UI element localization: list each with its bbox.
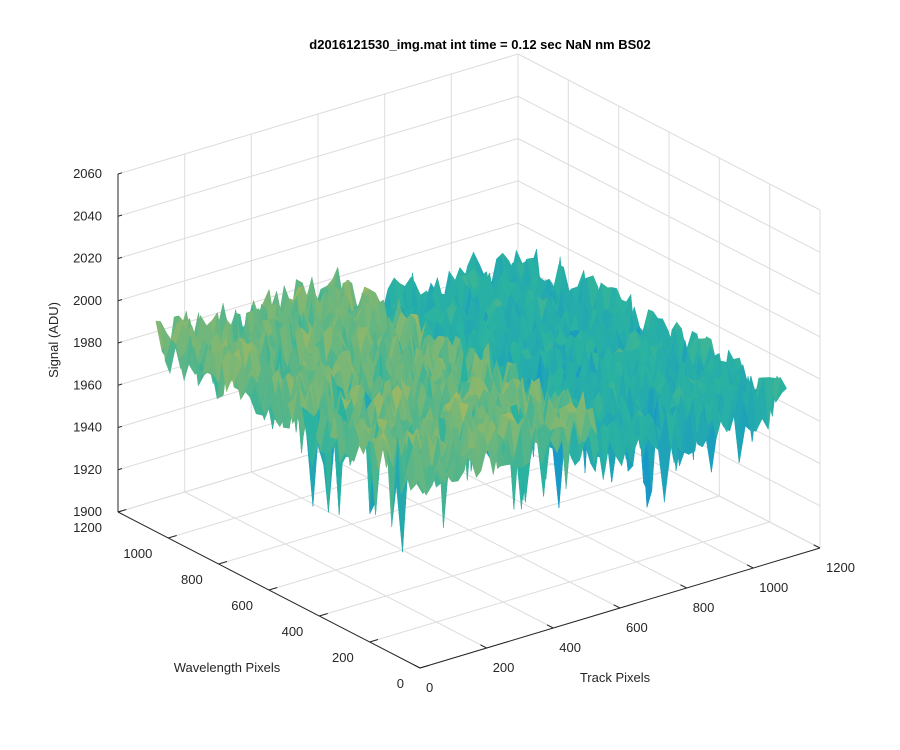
y-tick-label: 400 [282,624,304,639]
z-tick-label: 1940 [73,420,102,435]
x-tick-label: 400 [559,640,581,655]
side-wall-grid-line-z [517,222,821,380]
z-tick [117,341,123,344]
y-tick [369,639,379,643]
side-wall-grid-line-z [517,180,821,338]
z-tick-label: 1920 [73,462,102,477]
y-axis-label: Wavelength Pixels [174,660,281,675]
side-wall-grid-line-z [517,95,821,253]
z-tick [117,256,123,259]
y-tick [268,587,278,591]
x-tick-label: 1200 [826,560,855,575]
x-tick [413,664,421,669]
floor-grid-line-y [319,495,720,617]
back-wall-grid-line-z [117,95,519,217]
x-tick [546,624,554,629]
tick-layer: 0 200 400 600 800 1000 1200 0 200 400 600 800 1000 12… [73,166,855,695]
y-tick [419,665,429,669]
z-tick [117,214,123,217]
back-wall-grid-line-z [117,180,519,302]
z-tick [117,299,123,302]
side-wall-grid-line-z [517,53,821,211]
x-tick-label: 1000 [759,580,788,595]
y-tick-label: 800 [181,572,203,587]
z-tick-label: 2040 [73,208,102,223]
x-tick-label: 800 [693,600,715,615]
z-tick [117,383,123,386]
chart-title: d2016121530_img.mat int time = 0.12 sec … [309,37,650,52]
surface-layer [155,248,787,553]
z-tick-label: 1900 [73,504,102,519]
x-tick-label: 200 [493,660,515,675]
y-tick-label: 1200 [73,520,102,535]
x-tick [746,564,754,569]
y-tick-label: 200 [332,650,354,665]
x-tick-label: 600 [626,620,648,635]
x-tick [613,604,621,609]
x-tick [680,584,687,589]
back-wall-grid-line-z [117,138,519,259]
z-tick-label: 1960 [73,377,102,392]
z-tick-label: 2020 [73,251,102,266]
z-tick [117,510,123,513]
side-wall-grid-line-z [517,138,821,295]
y-tick [168,535,177,539]
floor-grid-line-y [369,521,770,643]
back-wall-grid-line-z [117,53,519,175]
x-tick [813,544,821,549]
y-tick [319,613,328,617]
floor-grid-line-y [268,469,670,591]
x-tick-label: 0 [426,680,433,695]
floor-grid-line-y [218,443,619,565]
z-tick-label: 1980 [73,335,102,350]
z-tick [117,468,123,471]
z-tick [117,425,123,428]
z-tick-label: 2000 [73,293,102,308]
y-tick [218,561,228,565]
x-tick [480,644,487,649]
y-tick-label: 600 [231,598,253,613]
y-tick-label: 0 [397,676,404,691]
surface-patch [415,450,427,496]
z-tick [117,172,123,175]
x-axis-label: Track Pixels [580,670,651,685]
z-tick-label: 2060 [73,166,102,181]
z-axis-label: Signal (ADU) [46,302,61,378]
y-tick-label: 1000 [123,546,152,561]
